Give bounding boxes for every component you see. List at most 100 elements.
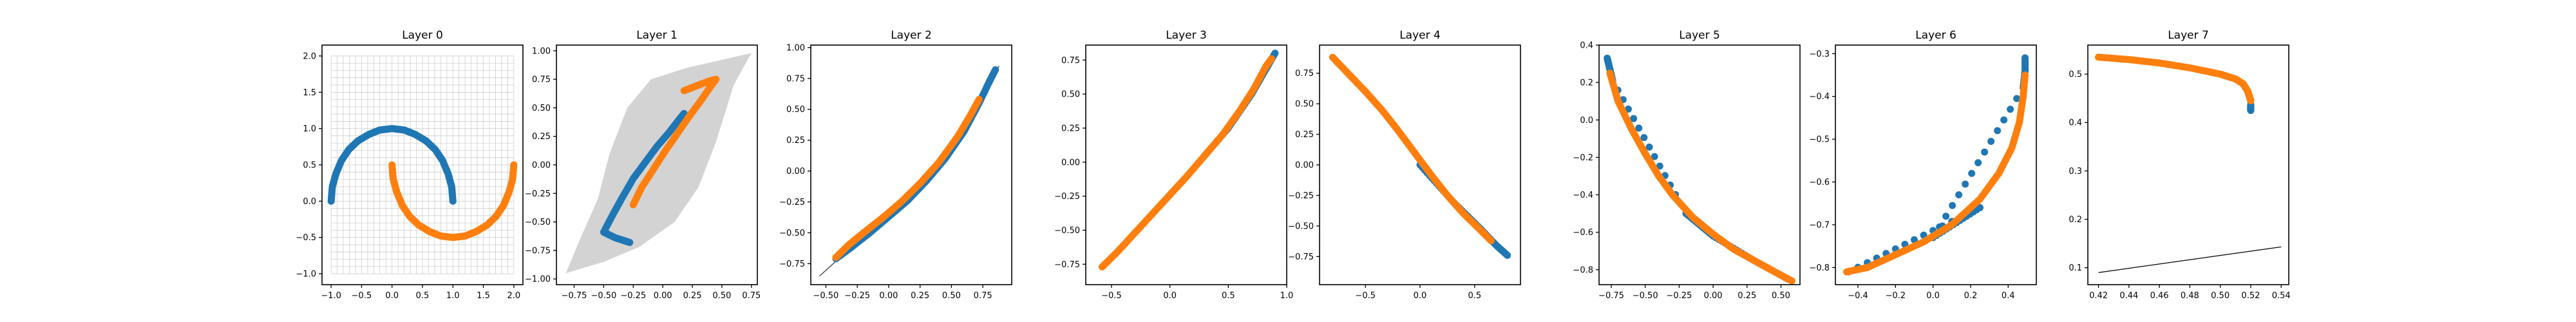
x-tick-label: 0.00 xyxy=(654,291,672,301)
subplot-4: −0.5 0.0 0.5 −0.75 −0.50 −0.25 0.00 0.25 0.50 0.7… xyxy=(1288,29,1521,301)
x-tick-label: 0.75 xyxy=(974,291,992,301)
data-point xyxy=(2007,106,2014,113)
series-orange xyxy=(629,75,720,209)
y-tick-label: −0.25 xyxy=(779,198,805,207)
subplot-title: Layer 6 xyxy=(1915,29,1956,42)
x-tick-label: 1.5 xyxy=(477,291,490,301)
y-tick-label: −0.25 xyxy=(525,189,551,199)
y-tick-label: 0.25 xyxy=(532,132,551,142)
data-point xyxy=(1975,159,1982,167)
x-tick-label: 0.52 xyxy=(2241,291,2260,301)
data-point xyxy=(1955,191,1963,198)
data-point xyxy=(2247,97,2255,104)
y-tick-label: −0.75 xyxy=(1288,252,1314,262)
plot-area xyxy=(1329,53,1511,259)
y-tick-label: −0.6 xyxy=(1573,228,1593,238)
x-tick-label: 0.0 xyxy=(1414,291,1427,301)
x-tick-label: 0.50 xyxy=(942,291,961,301)
x-tick-label: 2.0 xyxy=(507,291,520,301)
subplot-5: −0.75 −0.50 −0.25 0.00 0.25 0.50 −0.8 −0.6 −0.4 −… xyxy=(1573,29,1801,301)
y-tick-label: −1.0 xyxy=(296,270,316,279)
data-point xyxy=(1267,55,1275,62)
y-tick-label: −0.5 xyxy=(296,233,316,243)
data-point xyxy=(1788,277,1795,285)
data-point xyxy=(2013,95,2021,102)
y-tick-label: 0.50 xyxy=(1295,100,1314,109)
y-tick-label: −0.5 xyxy=(1809,135,1830,145)
series-blue xyxy=(832,66,999,263)
data-point xyxy=(1994,127,2002,135)
x-tick-label: 0.0 xyxy=(1926,291,1940,301)
y-tick-label: 0.25 xyxy=(1295,130,1314,140)
x-tick-label: −1.0 xyxy=(321,291,341,301)
subplot-title: Layer 4 xyxy=(1399,29,1441,42)
x-tick-label: 0.46 xyxy=(2150,291,2169,301)
x-tick-label: 0.5 xyxy=(1222,291,1235,301)
y-tick-label: 1.00 xyxy=(786,43,805,53)
y-tick-label: −0.3 xyxy=(1809,50,1830,59)
y-tick-label: 0.3 xyxy=(2069,167,2082,176)
data-point xyxy=(1504,251,1511,259)
y-tick-label: −0.75 xyxy=(1054,260,1080,270)
x-tick-label: 1.0 xyxy=(1280,291,1294,301)
x-tick-label: 0.50 xyxy=(2211,291,2230,301)
x-tick-label: 0.4 xyxy=(2002,291,2015,301)
x-tick-label: 0.25 xyxy=(1738,291,1756,301)
data-point xyxy=(1640,134,1648,142)
plot-area xyxy=(565,53,752,274)
x-tick-label: 0.48 xyxy=(2181,291,2199,301)
y-tick-label: 0.25 xyxy=(1061,124,1080,133)
data-point xyxy=(1962,180,1969,188)
data-point xyxy=(1981,148,1989,156)
x-tick-label: −0.5 xyxy=(1355,291,1376,301)
data-point xyxy=(975,95,983,103)
x-tick-label: −0.25 xyxy=(1666,291,1692,301)
y-tick-label: −0.2 xyxy=(1573,153,1593,163)
plot-area xyxy=(819,66,1000,277)
data-point xyxy=(2000,116,2008,124)
data-point xyxy=(1656,162,1663,170)
y-tick-label: −0.6 xyxy=(1809,178,1830,187)
y-tick-label: −0.50 xyxy=(779,229,805,238)
y-tick-label: −0.50 xyxy=(1288,222,1314,231)
x-tick-label: 1.0 xyxy=(446,291,460,301)
y-tick-label: −0.50 xyxy=(1054,226,1080,236)
transformed-grid-line xyxy=(2098,246,2282,273)
y-tick-label: −1.00 xyxy=(525,275,551,285)
data-point xyxy=(1651,153,1658,160)
y-tick-label: 0.2 xyxy=(2069,215,2082,225)
x-tick-label: −0.5 xyxy=(1101,291,1122,301)
subplot-1: −0.75 −0.50 −0.25 0.00 0.25 0.50 0.75 −1.00 −0.7… xyxy=(525,29,761,301)
y-tick-label: 2.0 xyxy=(303,52,316,61)
plot-area xyxy=(1842,54,2029,276)
y-tick-label: 0.4 xyxy=(1580,41,1593,51)
x-tick-label: −0.50 xyxy=(813,291,838,301)
y-tick-label: 0.5 xyxy=(303,161,316,171)
y-tick-label: 0.1 xyxy=(2069,263,2082,273)
series-orange xyxy=(1329,53,1495,245)
series-blue xyxy=(600,109,688,246)
y-tick-label: −0.50 xyxy=(525,218,551,227)
data-point xyxy=(1949,202,1956,209)
y-tick-label: 0.00 xyxy=(786,167,805,176)
x-tick-label: 0.5 xyxy=(416,291,430,301)
y-tick-label: −0.75 xyxy=(525,246,551,256)
subplot-3: −0.5 0.0 0.5 1.0 −0.75 −0.50 −0.25 0.00 0.25 0.50… xyxy=(1054,29,1293,301)
x-tick-label: 0.2 xyxy=(1964,291,1978,301)
x-tick-label: −0.50 xyxy=(1633,291,1658,301)
x-tick-label: 0.0 xyxy=(385,291,399,301)
axes-frame xyxy=(1085,44,1287,285)
data-point xyxy=(1968,169,1976,177)
data-point xyxy=(1645,143,1653,151)
data-point xyxy=(1976,204,1984,211)
series-orange xyxy=(1606,70,1795,285)
x-tick-label: 0.50 xyxy=(1772,291,1790,301)
y-tick-label: −0.25 xyxy=(1288,191,1314,201)
input-grid xyxy=(330,55,515,274)
y-tick-label: 0.50 xyxy=(1061,90,1080,100)
x-tick-label: −0.5 xyxy=(352,291,372,301)
x-tick-label: −0.50 xyxy=(591,291,616,301)
y-tick-label: 0.75 xyxy=(532,75,551,85)
y-tick-label: −0.8 xyxy=(1573,265,1593,275)
y-tick-label: 0.50 xyxy=(786,105,805,115)
